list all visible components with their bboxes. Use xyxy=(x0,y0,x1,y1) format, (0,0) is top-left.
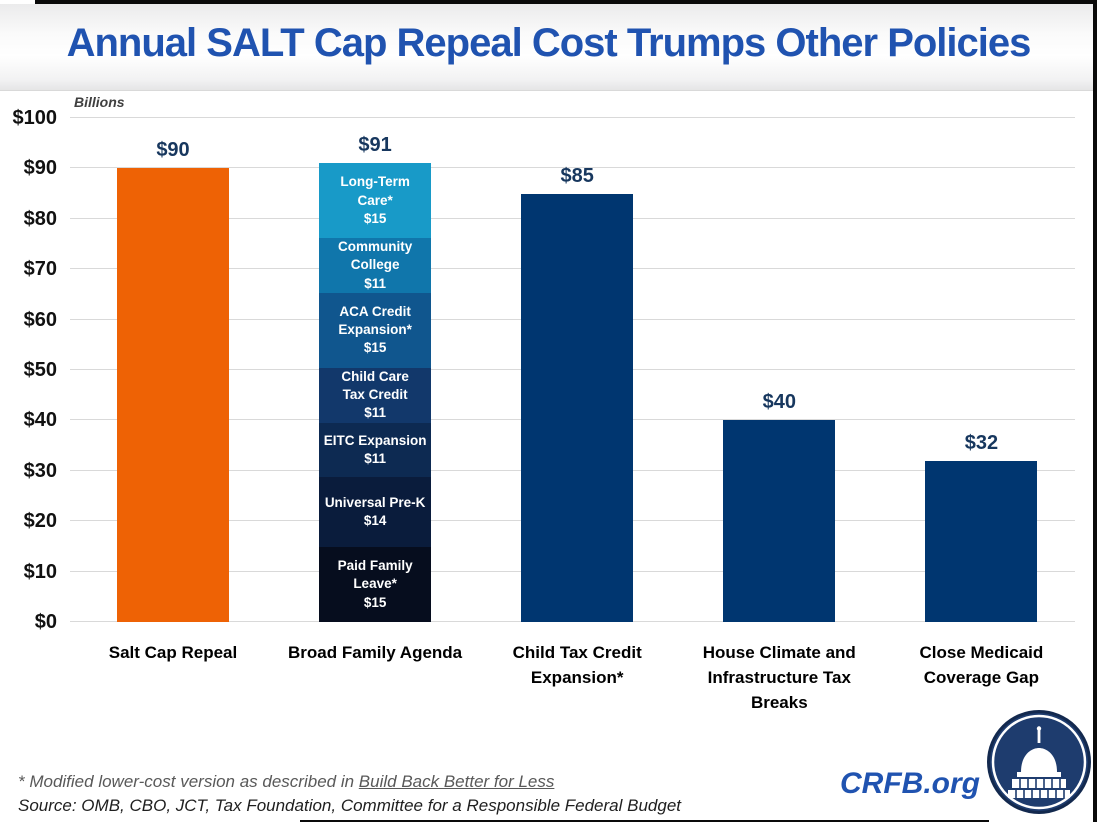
segment-paid-family-leave: Paid Family Leave* $15 xyxy=(319,547,432,622)
segment-name-line: Care* xyxy=(357,192,393,208)
segment-name-line: Child Care xyxy=(341,368,409,384)
category-label-line: House Climate and xyxy=(702,643,856,662)
bar-broad-family-agenda: Long-Term Care* $15 Community College $11 ACA … xyxy=(319,163,432,622)
gridline xyxy=(70,117,1075,118)
segment-value: $14 xyxy=(363,513,387,529)
segment-name-line: Tax Credit xyxy=(342,387,408,403)
bar-value-label: $90 xyxy=(156,139,190,162)
category-label-line: Broad Family Agenda xyxy=(288,643,463,662)
segment-aca-credit-expansion: ACA Credit Expansion* $15 xyxy=(319,292,432,368)
y-axis-tick-label: $10 xyxy=(23,560,57,583)
segment-name-line: ACA Credit xyxy=(339,304,411,320)
category-label-salt-cap-repeal: Salt Cap Repeal xyxy=(73,640,273,665)
bar-salt-cap-repeal xyxy=(117,168,229,622)
segment-name-line: Universal Pre-K xyxy=(324,495,426,511)
segment-universal-pre-k: Universal Pre-K $14 xyxy=(319,477,432,548)
crfb-wordmark: CRFB.org xyxy=(840,767,980,800)
segment-label: Long-Term Care* $15 xyxy=(319,173,431,228)
bar-value-label: $40 xyxy=(762,391,796,414)
segment-label: Community College $11 xyxy=(319,238,431,293)
segment-label: Paid Family Leave* $15 xyxy=(319,557,431,612)
segment-name-line: Paid Family xyxy=(337,558,413,574)
y-axis-tick-label: $40 xyxy=(23,409,57,432)
segment-name-line: Leave* xyxy=(353,576,397,592)
source-line: Source: OMB, CBO, JCT, Tax Foundation, C… xyxy=(18,796,681,815)
category-label-line: Child Tax Credit xyxy=(512,643,642,662)
segment-value: $15 xyxy=(363,210,387,226)
y-axis-tick-label: $60 xyxy=(23,308,57,331)
category-label-child-tax-credit-expansion: Child Tax Credit Expansion* xyxy=(477,640,677,690)
y-axis-tick-label: $20 xyxy=(23,510,57,533)
segment-name-line: Long-Term xyxy=(340,174,410,190)
category-label-house-climate-and-infrastructure-tax-breaks: House Climate and Infrastructure Tax Break… xyxy=(679,640,879,715)
segment-label: EITC Expansion $11 xyxy=(319,432,431,468)
category-label-line: Close Medicaid xyxy=(919,643,1044,662)
y-axis-unit-label: Billions xyxy=(74,94,125,110)
segment-label: Child Care Tax Credit $11 xyxy=(319,368,431,423)
segment-label: Universal Pre-K $14 xyxy=(319,494,431,530)
capitol-building-icon xyxy=(987,710,1091,814)
bar-close-medicaid-coverage-gap xyxy=(925,460,1038,622)
category-label-broad-family-agenda: Broad Family Agenda xyxy=(275,640,475,665)
category-label-line: Salt Cap Repeal xyxy=(108,643,238,662)
segment-value: $11 xyxy=(364,275,386,291)
top-edge-line xyxy=(35,0,1097,4)
y-axis-tick-label: $100 xyxy=(12,107,58,129)
segment-value: $11 xyxy=(364,450,386,466)
category-label-line: Expansion* xyxy=(530,668,624,687)
y-axis-tick-label: $90 xyxy=(23,157,57,180)
bar-value-label: $91 xyxy=(358,134,392,157)
segment-community-college: Community College $11 xyxy=(319,238,432,293)
segment-child-care-tax-credit: Child Care Tax Credit $11 xyxy=(319,367,432,423)
bar-child-tax-credit-expansion xyxy=(521,193,634,622)
title-band xyxy=(0,4,1093,91)
bar-value-label: $85 xyxy=(560,164,594,187)
segment-value: $15 xyxy=(363,594,387,610)
segment-name-line: Community xyxy=(337,239,413,255)
y-axis-tick-label: $70 xyxy=(23,258,57,281)
y-axis-tick-label: $30 xyxy=(23,459,57,482)
footnote: * Modified lower-cost version as describ… xyxy=(18,772,554,792)
page-title: Annual SALT Cap Repeal Cost Trumps Other… xyxy=(66,21,1032,65)
bar-value-label: $32 xyxy=(964,431,999,454)
plot-area: Long-Term Care* $15 Community College $11 ACA … xyxy=(70,117,1075,622)
segment-value: $15 xyxy=(363,340,387,356)
footnote-text: * Modified lower-cost version as describ… xyxy=(18,772,359,791)
y-axis-tick-label: $0 xyxy=(34,611,57,633)
right-edge-line xyxy=(1093,0,1097,822)
category-label-line: Coverage Gap xyxy=(923,668,1040,687)
segment-name-line: College xyxy=(350,257,400,273)
segment-value: $11 xyxy=(364,405,386,421)
category-label-line: Breaks xyxy=(750,693,808,712)
segment-name-line: Expansion* xyxy=(338,322,412,338)
segment-name-line: EITC Expansion xyxy=(323,432,427,448)
bottom-edge-line xyxy=(300,820,989,822)
footnote-link[interactable]: Build Back Better for Less xyxy=(358,772,555,791)
category-label-close-medicaid-coverage-gap: Close Medicaid Coverage Gap xyxy=(881,640,1081,690)
gridline xyxy=(70,167,1075,169)
y-axis-tick-label: $50 xyxy=(23,359,57,381)
category-label-line: Infrastructure Tax xyxy=(707,668,851,687)
bar-house-climate-and-infrastructure-tax-breaks xyxy=(723,420,836,622)
segment-eitc-expansion: EITC Expansion $11 xyxy=(319,422,432,478)
segment-long-term-care: Long-Term Care* $15 xyxy=(319,163,432,239)
y-axis-tick-label: $80 xyxy=(23,207,57,230)
segment-label: ACA Credit Expansion* $15 xyxy=(319,303,431,358)
